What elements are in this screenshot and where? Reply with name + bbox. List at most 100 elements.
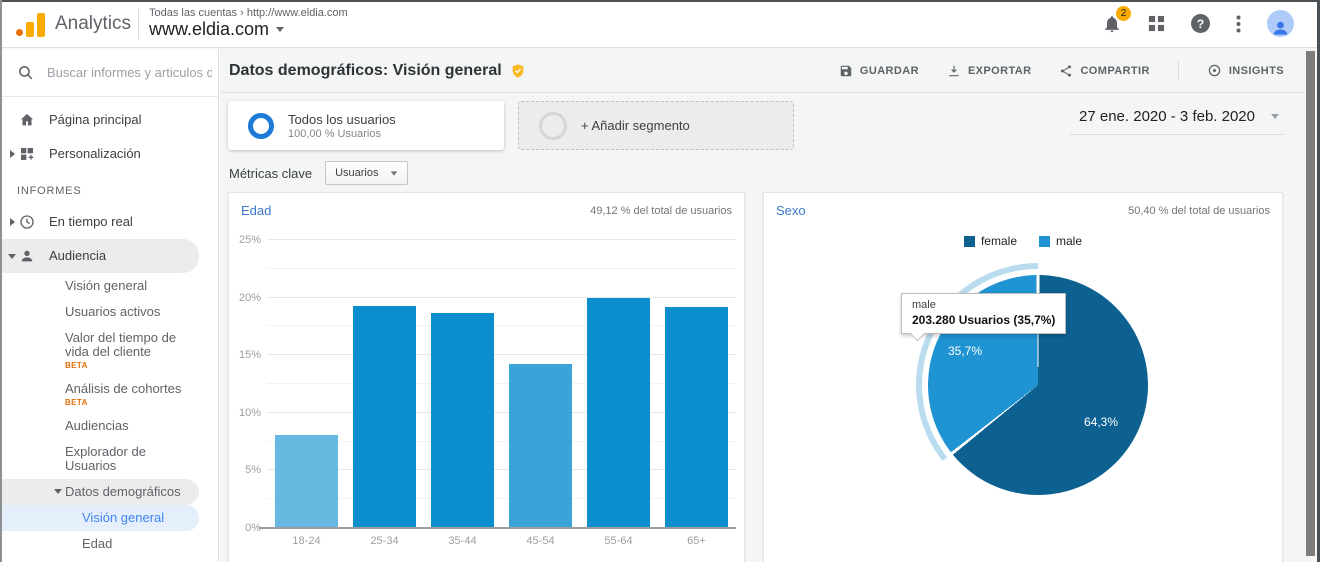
- tooltip-series: male: [912, 299, 936, 311]
- sidebar-item-analisis-de-cohortes[interactable]: Análisis de cohortes BETA: [0, 376, 218, 413]
- gridline: [267, 469, 736, 471]
- save-icon: [840, 65, 852, 76]
- report-header: Datos demográficos: Visión general GUARD…: [220, 49, 1304, 93]
- search-input[interactable]: [47, 65, 212, 80]
- gridline: [267, 411, 736, 413]
- account-switcher[interactable]: www.eldia.com: [149, 19, 348, 40]
- topbar-divider: [138, 8, 139, 39]
- sidebar-item-label: Personalización: [49, 145, 141, 161]
- apps-button[interactable]: [1148, 15, 1165, 32]
- actions-divider: [1177, 60, 1179, 81]
- y-tick-label: 10%: [238, 406, 261, 419]
- export-icon: [949, 65, 959, 76]
- help-icon: ?: [1191, 14, 1210, 33]
- bar-65+[interactable]: [665, 306, 728, 528]
- sidebar-search[interactable]: [0, 49, 218, 97]
- age-bars: [267, 240, 736, 528]
- help-button[interactable]: ?: [1191, 14, 1210, 33]
- x-tick-label: 18-24: [292, 535, 321, 547]
- age-y-axis: 0% 5% 10% 15% 20% 25%: [229, 234, 261, 534]
- age-plot: [259, 239, 736, 529]
- gridline: [267, 325, 736, 327]
- more-menu-button[interactable]: [1236, 15, 1241, 33]
- chevron-right-icon[interactable]: [5, 150, 19, 158]
- sidebar-item-edad[interactable]: Edad: [0, 531, 218, 557]
- sidebar-item-audiencias[interactable]: Audiencias: [0, 413, 218, 439]
- age-x-labels: 18-24 25-34 35-44 45-54 55-64 65+: [267, 535, 736, 547]
- add-segment-button[interactable]: + Añadir segmento: [518, 101, 794, 150]
- metric-dropdown[interactable]: Usuarios: [325, 161, 409, 185]
- search-icon: [19, 66, 33, 80]
- arrow-spacer: [51, 419, 65, 423]
- legend-item-female[interactable]: female: [963, 234, 1017, 248]
- bar-35-44[interactable]: [431, 312, 494, 528]
- age-card-title[interactable]: Edad: [241, 203, 272, 218]
- sidebar-item-en-tiempo-real[interactable]: En tiempo real: [0, 205, 218, 239]
- bar-25-34[interactable]: [353, 305, 416, 528]
- insights-button[interactable]: INSIGHTS: [1207, 63, 1284, 78]
- chevron-down-icon[interactable]: [51, 485, 65, 495]
- female-percent-label: 64,3%: [1084, 415, 1119, 429]
- sidebar-item-personalizacion[interactable]: Personalización: [0, 137, 218, 171]
- gender-card-subtitle: 50,40 % del total de usuarios: [1128, 205, 1270, 217]
- breadcrumb: Todas las cuentas › http://www.eldia.com: [149, 7, 348, 19]
- sidebar-nav: Página principal Personalización INFORMES E…: [0, 97, 218, 562]
- sidebar-section-label: INFORMES: [17, 185, 82, 197]
- sidebar-item-label: Visión general: [82, 510, 165, 526]
- gridline: [267, 383, 736, 384]
- share-icon: [1061, 64, 1072, 77]
- window-edge-left: [0, 0, 2, 562]
- arrow-spacer: [51, 305, 65, 309]
- verified-shield-icon: [512, 63, 524, 78]
- segment-all-users[interactable]: Todos los usuarios 100,00 % Usuarios: [228, 101, 504, 150]
- notifications-button[interactable]: 2: [1102, 5, 1131, 34]
- sidebar-item-usuarios-activos[interactable]: Usuarios activos: [0, 299, 218, 325]
- chevron-right-icon[interactable]: [5, 218, 19, 226]
- gender-card-title[interactable]: Sexo: [776, 203, 806, 218]
- sidebar-item-explorador-de-usuarios[interactable]: Explorador de Usuarios: [0, 439, 218, 479]
- sidebar-item-vision-general[interactable]: Visión general: [0, 273, 218, 299]
- scrollbar-thumb[interactable]: [1306, 51, 1315, 556]
- female-swatch: [963, 235, 975, 247]
- account-avatar[interactable]: [1267, 10, 1294, 37]
- y-tick-label: 20%: [238, 291, 261, 304]
- sidebar-item-sexo[interactable]: Sexo: [0, 557, 218, 562]
- sidebar-item-label: Explorador de Usuarios: [65, 444, 146, 474]
- segment-ring-icon: [248, 112, 274, 139]
- bar-18-24[interactable]: [275, 434, 338, 528]
- date-range-picker[interactable]: 27 ene. 2020 - 3 feb. 2020: [1070, 106, 1284, 135]
- sidebar-item-valor-del-tiempo-de-vida-del-cliente[interactable]: Valor del tiempo de vida del cliente BETA: [0, 325, 218, 376]
- sidebar-item-datos-demograficos[interactable]: Datos demográficos: [0, 479, 199, 506]
- y-tick-label: 15%: [238, 349, 261, 362]
- chevron-down-icon[interactable]: [5, 253, 19, 259]
- metrics-label: Métricas clave: [229, 165, 313, 181]
- segment-name: Todos los usuarios: [288, 111, 396, 127]
- pie-tooltip: male 203.280 Usuarios (35,7%): [901, 293, 1067, 334]
- clock-icon: [19, 214, 37, 230]
- save-button[interactable]: GUARDAR: [839, 64, 919, 78]
- sidebar-item-pagina-principal[interactable]: Página principal: [0, 103, 218, 137]
- date-range-text: 27 ene. 2020 - 3 feb. 2020: [1079, 108, 1255, 125]
- analytics-logo-icon: [16, 11, 46, 37]
- sidebar-item-label: Datos demográficos: [65, 484, 181, 500]
- logo-group[interactable]: Analytics: [0, 11, 136, 37]
- person-icon: [19, 248, 37, 264]
- sidebar-item-vision-general[interactable]: Visión general: [0, 505, 199, 532]
- age-x-axis-line: [259, 527, 736, 529]
- product-name: Analytics: [55, 12, 132, 34]
- gridline: [267, 267, 736, 269]
- customization-icon: [19, 146, 37, 162]
- add-segment-label: + Añadir segmento: [581, 118, 690, 133]
- segment-detail: 100,00 % Usuarios: [288, 127, 381, 140]
- arrow-spacer: [68, 511, 82, 515]
- vertical-scrollbar: [1304, 49, 1317, 562]
- gridline: [267, 440, 736, 442]
- bar-55-64[interactable]: [587, 297, 650, 528]
- share-button[interactable]: COMPARTIR: [1059, 64, 1149, 78]
- bar-45-54[interactable]: [509, 364, 572, 528]
- sidebar-item-audiencia[interactable]: Audiencia: [0, 239, 199, 273]
- export-button[interactable]: EXPORTAR: [947, 64, 1032, 78]
- sidebar: Página principal Personalización INFORMES E…: [0, 49, 219, 562]
- legend-item-male[interactable]: male: [1039, 234, 1082, 248]
- x-tick-label: 45-54: [526, 535, 555, 547]
